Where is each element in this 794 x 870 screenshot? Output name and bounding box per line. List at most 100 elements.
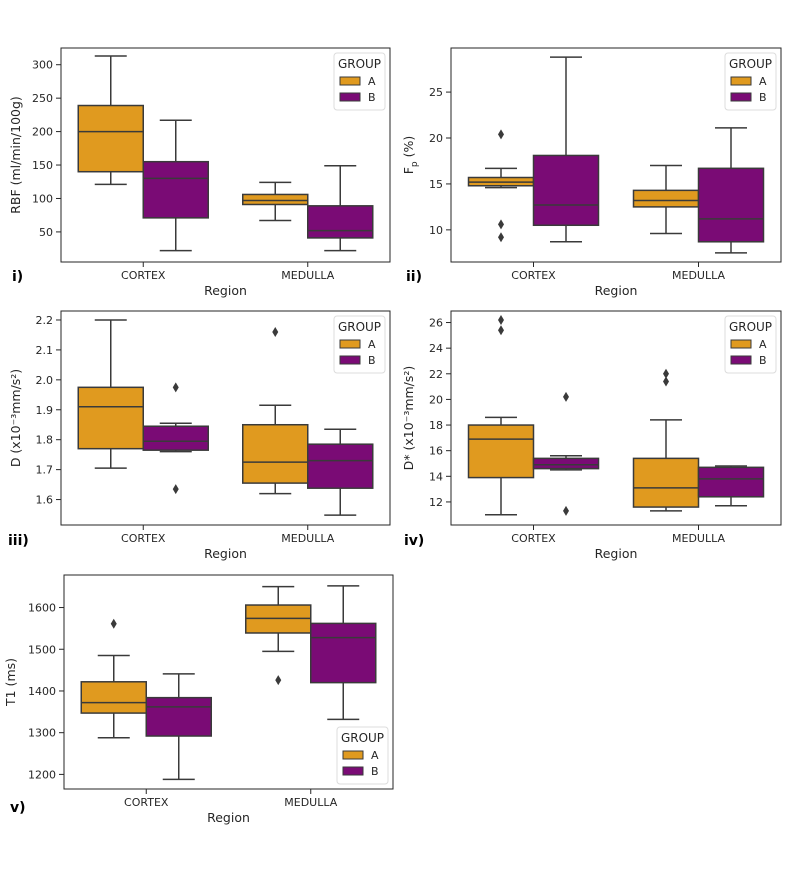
box-body — [77, 104, 144, 173]
y-tick-label: 150 — [32, 159, 53, 172]
legend: GROUP AB — [336, 726, 389, 785]
legend-swatch-b — [730, 92, 752, 102]
outlier-point — [563, 391, 569, 402]
y-tick-label: 14 — [429, 470, 443, 483]
y-tick-label: 1200 — [28, 768, 56, 781]
y-axis-label: D (x10⁻³mm/s²) — [8, 369, 23, 467]
legend-swatch-a — [339, 76, 361, 86]
legend-label-b: B — [368, 354, 376, 367]
box-A-medulla — [242, 326, 309, 495]
axes-frame — [60, 47, 391, 263]
box-B-medulla — [307, 164, 374, 252]
x-tick-label: CORTEX — [511, 269, 556, 282]
box-A-medulla — [632, 368, 700, 512]
legend-label-a: A — [759, 75, 767, 88]
box-body — [77, 386, 144, 450]
outlier-point — [498, 219, 504, 230]
y-tick-label: 2.0 — [36, 374, 54, 387]
box-body — [307, 443, 374, 489]
box-B-medulla — [310, 585, 377, 721]
legend-swatch-b — [730, 355, 752, 365]
outlier-point — [110, 618, 117, 629]
axes-frame — [450, 310, 782, 526]
y-tick-label: 20 — [429, 393, 443, 406]
box-A-cortex — [77, 55, 144, 186]
x-tick-label: MEDULLA — [281, 532, 334, 545]
y-tick-label: 100 — [32, 192, 53, 205]
legend: GROUP AB — [724, 315, 777, 374]
legend-title: GROUP — [338, 57, 381, 71]
axes-frame — [450, 47, 782, 263]
outlier-point — [172, 484, 179, 495]
box-B-cortex — [142, 382, 209, 495]
x-axis-label: Region — [207, 810, 250, 825]
box-B-medulla — [307, 428, 374, 516]
box-A-cortex — [467, 314, 535, 516]
box-body — [532, 154, 600, 227]
outlier-point — [498, 129, 504, 140]
panel-label: v) — [10, 800, 26, 816]
box-B-cortex — [532, 56, 600, 243]
box-A-cortex — [77, 319, 144, 469]
x-axis-label: Region — [595, 283, 638, 298]
outlier-point — [563, 505, 569, 516]
y-tick-label: 2.2 — [36, 314, 54, 327]
box-body — [310, 622, 377, 684]
legend-swatch-a — [730, 339, 752, 349]
x-tick-label: MEDULLA — [281, 269, 334, 282]
box-A-cortex — [80, 618, 147, 739]
y-tick-label: 12 — [429, 496, 443, 509]
box-body — [142, 425, 209, 451]
y-tick-label: 1300 — [28, 727, 56, 740]
y-axis-label: T1 (ms) — [3, 658, 18, 707]
y-axis-label: D* (x10⁻³mm/s²) — [401, 366, 416, 471]
outlier-point — [498, 232, 504, 243]
box-body — [242, 423, 309, 484]
x-tick-label: MEDULLA — [672, 269, 725, 282]
x-axis-label: Region — [595, 546, 638, 561]
legend-title: GROUP — [338, 320, 381, 334]
panel-label: iv) — [404, 533, 424, 549]
box-B-medulla — [697, 127, 765, 254]
y-tick-label: 1.8 — [36, 434, 54, 447]
y-axis-label: Fp (%) — [401, 136, 420, 175]
y-tick-label: 300 — [32, 59, 53, 72]
legend-label-a: A — [371, 749, 379, 762]
box-body — [80, 681, 147, 714]
box-body — [145, 696, 212, 737]
chart-panel-3: 1.6 1.7 1.8 1.9 2.0 2.1 2.2 CORTEX MEDULLA Region… — [8, 310, 391, 561]
legend: GROUP AB — [333, 315, 386, 374]
box-body — [467, 424, 535, 479]
x-tick-label: MEDULLA — [284, 796, 337, 809]
y-tick-label: 1600 — [28, 602, 56, 615]
y-tick-label: 20 — [429, 132, 443, 145]
legend-swatch-b — [339, 355, 361, 365]
y-tick-label: 25 — [429, 86, 443, 99]
y-tick-label: 1400 — [28, 685, 56, 698]
legend-swatch-b — [342, 766, 364, 776]
legend-swatch-b — [339, 92, 361, 102]
legend: GROUP AB — [724, 52, 777, 111]
box-body — [632, 457, 700, 508]
x-axis-label: Region — [204, 283, 247, 298]
outlier-point — [498, 325, 504, 336]
y-axis-label: RBF (ml/min/100g) — [8, 96, 23, 214]
x-axis-label: Region — [204, 546, 247, 561]
axes-frame — [60, 310, 391, 526]
box-body — [242, 193, 309, 206]
chart-panel-4: 12 14 16 18 20 22 24 26 CORTEX MEDULLA Region D* (x… — [401, 310, 782, 561]
outlier-point — [275, 675, 282, 686]
y-tick-label: 18 — [429, 419, 443, 432]
panel-label: i) — [12, 269, 23, 285]
box-body — [632, 189, 700, 208]
axes-frame — [63, 574, 394, 790]
box-A-medulla — [245, 585, 312, 686]
outlier-point — [498, 314, 504, 325]
chart-panel-1: 50 100 150 200 250 300 CORTEX MEDULLA Region RBF … — [8, 47, 391, 298]
legend-swatch-a — [339, 339, 361, 349]
box-body — [697, 466, 765, 498]
y-tick-label: 24 — [429, 342, 443, 355]
legend-label-a: A — [759, 338, 767, 351]
panel-label: iii) — [8, 533, 29, 549]
